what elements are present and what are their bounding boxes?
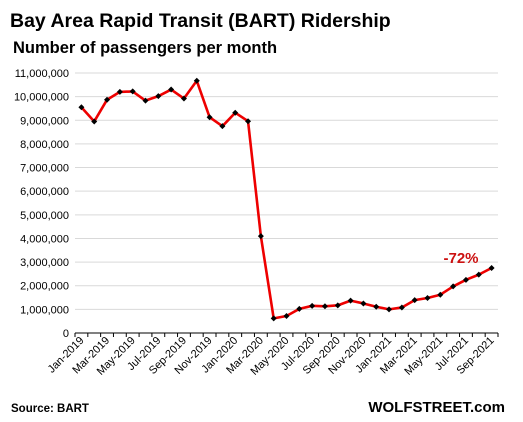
data-point [180,95,187,102]
change-annotation: -72% [443,250,478,267]
y-tick-label: 9,000,000 [20,115,69,127]
data-point [321,303,328,310]
data-point [232,109,239,116]
data-point [283,312,290,319]
data-point [78,104,85,111]
data-point [386,306,393,313]
data-point [411,297,418,304]
chart-title: Bay Area Rapid Transit (BART) Ridership [10,10,391,32]
brand-label: WOLFSTREET.com [368,399,505,416]
data-point [257,233,264,240]
data-point [437,291,444,298]
y-tick-label: 10,000,000 [14,92,69,104]
data-point [219,123,226,130]
data-point [168,86,175,93]
y-tick-label: 0 [63,328,69,340]
data-point [245,118,252,125]
source-label: Source: BART [11,403,89,415]
data-point [116,88,123,95]
y-tick-label: 7,000,000 [20,163,69,175]
y-tick-label: 3,000,000 [20,257,69,269]
data-point [129,88,136,95]
gridlines [74,72,499,337]
series-line [80,79,493,320]
series-ridership [78,77,495,322]
y-tick-label: 8,000,000 [20,139,69,151]
data-point [193,77,200,84]
data-point [424,295,431,302]
data-point [91,118,98,125]
data-point [104,96,111,103]
data-point [334,302,341,309]
y-axis-tick-labels: 0 1,000,000 2,000,000 3,000,000 4,000,000 5,0… [14,68,69,340]
data-point [360,300,367,307]
data-point [462,276,469,283]
data-point [309,302,316,309]
data-point [450,283,457,290]
data-point [270,315,277,322]
y-tick-label: 4,000,000 [20,233,69,245]
chart-subtitle: Number of passengers per month [13,39,277,57]
y-tick-label: 2,000,000 [20,281,69,293]
data-point [398,304,405,311]
data-point [373,303,380,310]
y-tick-label: 5,000,000 [20,210,69,222]
data-point [155,93,162,100]
data-point [488,265,495,271]
data-point [296,305,303,312]
y-tick-label: 1,000,000 [20,304,69,316]
y-tick-label: 11,000,000 [15,68,69,80]
data-point [142,97,149,104]
x-axis-tick-labels: Jan-2019Mar-2019May-2019Jul-2019Sep-2019… [46,335,497,378]
data-point [347,297,354,304]
data-point [206,114,213,121]
y-tick-label: 6,000,000 [20,186,69,198]
data-point [475,271,482,278]
